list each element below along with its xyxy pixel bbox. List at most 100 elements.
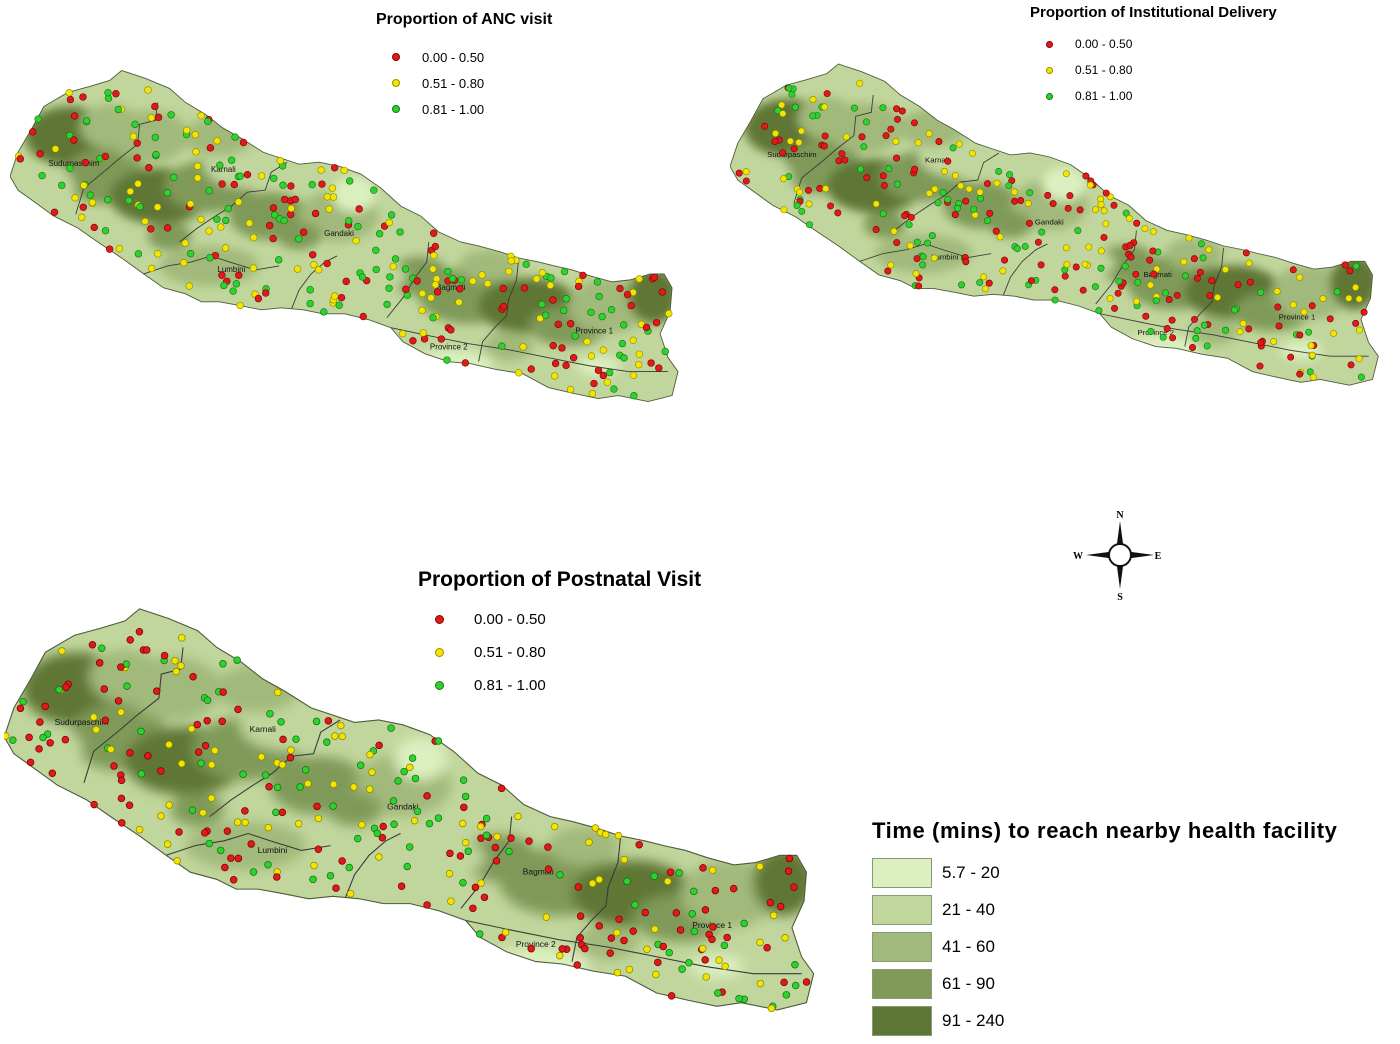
survey-point (641, 908, 650, 917)
survey-point (1196, 268, 1204, 276)
survey-point (498, 342, 506, 350)
survey-point (780, 175, 787, 183)
survey-point (651, 925, 659, 933)
survey-point (153, 203, 162, 211)
survey-point (151, 102, 159, 111)
survey-point (841, 156, 849, 164)
survey-point (219, 688, 227, 696)
survey-point (203, 696, 212, 705)
survey-point (860, 143, 868, 151)
survey-point (262, 289, 270, 297)
survey-point (1017, 197, 1025, 204)
survey-point (306, 299, 314, 308)
survey-point (368, 768, 376, 776)
survey-point (1257, 288, 1265, 296)
survey-point (625, 965, 634, 974)
survey-point (136, 203, 144, 211)
survey-point (588, 389, 597, 398)
survey-point (879, 210, 887, 218)
survey-point (562, 295, 570, 303)
survey-point (114, 105, 123, 114)
survey-point (821, 103, 829, 111)
survey-point (1037, 261, 1045, 269)
survey-point (70, 112, 79, 120)
survey-point (213, 215, 221, 223)
survey-point (690, 927, 699, 936)
survey-point (614, 831, 623, 840)
survey-point (642, 323, 651, 332)
survey-point (373, 829, 382, 838)
survey-point (1061, 272, 1069, 280)
map-panel-postnatal: Proportion of Postnatal Visit 0.00 - 0.5… (0, 555, 860, 1044)
survey-point (793, 202, 801, 210)
province-label: Province 2 (430, 343, 468, 352)
travel-time-zone (989, 211, 1032, 239)
survey-point (192, 148, 200, 156)
survey-point (901, 212, 909, 220)
survey-point (863, 174, 871, 182)
survey-point (413, 277, 421, 285)
survey-point (323, 259, 331, 268)
survey-point (905, 221, 913, 229)
survey-point (295, 235, 303, 243)
survey-point (1242, 249, 1250, 257)
survey-point (279, 181, 287, 189)
survey-point (587, 308, 595, 317)
survey-point (791, 981, 800, 990)
survey-point (265, 221, 274, 230)
survey-point (708, 866, 717, 875)
survey-point (538, 300, 546, 308)
survey-point (401, 265, 410, 273)
travel-time-zone (79, 104, 140, 149)
survey-point (338, 857, 346, 865)
survey-point (1319, 295, 1327, 303)
survey-point (406, 763, 414, 772)
survey-point (205, 839, 214, 848)
survey-point (1146, 256, 1154, 264)
survey-point (372, 246, 380, 254)
survey-point (147, 225, 155, 233)
survey-point (280, 216, 288, 225)
survey-point (711, 886, 720, 895)
time-class-row: 21 - 40 (872, 895, 1338, 925)
survey-point (461, 838, 470, 847)
survey-point (314, 814, 323, 823)
survey-point (688, 910, 697, 918)
survey-point (675, 869, 683, 877)
survey-point (188, 806, 197, 814)
province-border (465, 919, 802, 975)
survey-point (1111, 304, 1119, 312)
survey-point (405, 843, 414, 851)
survey-point (236, 301, 244, 310)
survey-point (661, 347, 669, 356)
survey-point (1100, 207, 1108, 215)
province-border (478, 259, 519, 362)
survey-point (211, 746, 219, 755)
survey-point (500, 302, 508, 311)
province-label: Gandaki (324, 229, 354, 238)
survey-point (254, 294, 263, 303)
survey-point (1161, 289, 1169, 297)
survey-point (1190, 255, 1198, 263)
survey-point (884, 267, 892, 275)
survey-point (603, 378, 612, 386)
survey-point (340, 166, 348, 175)
legend-row-low: 0.00 - 0.50 (1046, 31, 1132, 57)
survey-point (65, 89, 73, 97)
survey-point (163, 840, 172, 848)
survey-point (249, 868, 258, 876)
province-label: Province 2 (1137, 328, 1174, 337)
time-label: 41 - 60 (942, 937, 995, 956)
survey-point (685, 958, 693, 967)
time-swatch (872, 895, 932, 925)
survey-point (323, 193, 332, 201)
survey-point (1076, 206, 1084, 214)
travel-time-zone (899, 108, 968, 148)
legend-label-high: 0.81 - 1.00 (474, 677, 546, 694)
survey-point (907, 213, 915, 221)
nepal-map-postnatal: Sudurpaschim Karnali Gandaki Lumbini Bagmati… (4, 608, 815, 1013)
survey-point (1006, 171, 1014, 179)
province-border (1184, 247, 1224, 347)
survey-point (459, 878, 467, 887)
survey-point (79, 93, 87, 101)
